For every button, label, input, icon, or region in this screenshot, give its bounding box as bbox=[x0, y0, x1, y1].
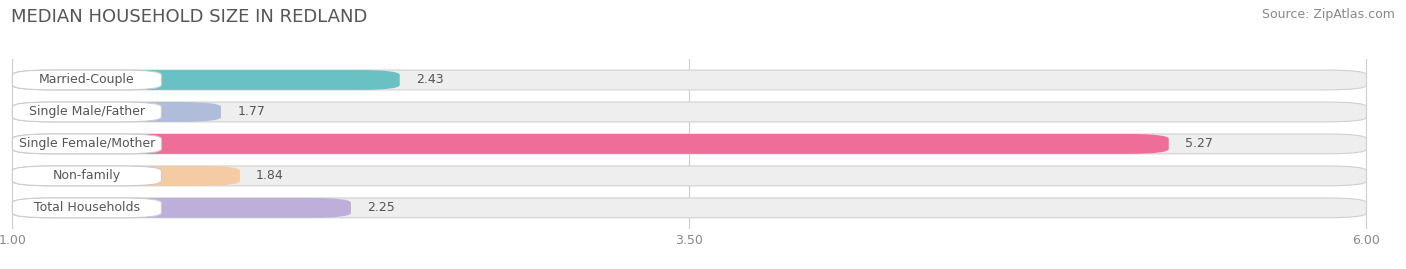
Text: 2.25: 2.25 bbox=[367, 201, 395, 214]
FancyBboxPatch shape bbox=[13, 166, 162, 186]
FancyBboxPatch shape bbox=[13, 70, 162, 90]
Text: Married-Couple: Married-Couple bbox=[39, 73, 135, 86]
FancyBboxPatch shape bbox=[13, 70, 399, 90]
FancyBboxPatch shape bbox=[13, 198, 352, 218]
Text: Total Households: Total Households bbox=[34, 201, 141, 214]
Text: 2.43: 2.43 bbox=[416, 73, 443, 86]
Text: Single Male/Father: Single Male/Father bbox=[30, 105, 145, 118]
Text: 5.27: 5.27 bbox=[1185, 137, 1213, 150]
FancyBboxPatch shape bbox=[13, 134, 1367, 154]
Text: 1.84: 1.84 bbox=[256, 169, 284, 182]
FancyBboxPatch shape bbox=[13, 70, 1367, 90]
FancyBboxPatch shape bbox=[13, 166, 1367, 186]
Text: MEDIAN HOUSEHOLD SIZE IN REDLAND: MEDIAN HOUSEHOLD SIZE IN REDLAND bbox=[11, 8, 367, 26]
Text: 1.77: 1.77 bbox=[238, 105, 266, 118]
FancyBboxPatch shape bbox=[13, 134, 1168, 154]
Text: Single Female/Mother: Single Female/Mother bbox=[18, 137, 155, 150]
FancyBboxPatch shape bbox=[13, 102, 162, 122]
FancyBboxPatch shape bbox=[13, 102, 221, 122]
FancyBboxPatch shape bbox=[13, 102, 1367, 122]
Text: Source: ZipAtlas.com: Source: ZipAtlas.com bbox=[1261, 8, 1395, 21]
FancyBboxPatch shape bbox=[13, 198, 162, 218]
FancyBboxPatch shape bbox=[13, 166, 240, 186]
Text: Non-family: Non-family bbox=[53, 169, 121, 182]
FancyBboxPatch shape bbox=[13, 198, 1367, 218]
FancyBboxPatch shape bbox=[13, 134, 162, 154]
